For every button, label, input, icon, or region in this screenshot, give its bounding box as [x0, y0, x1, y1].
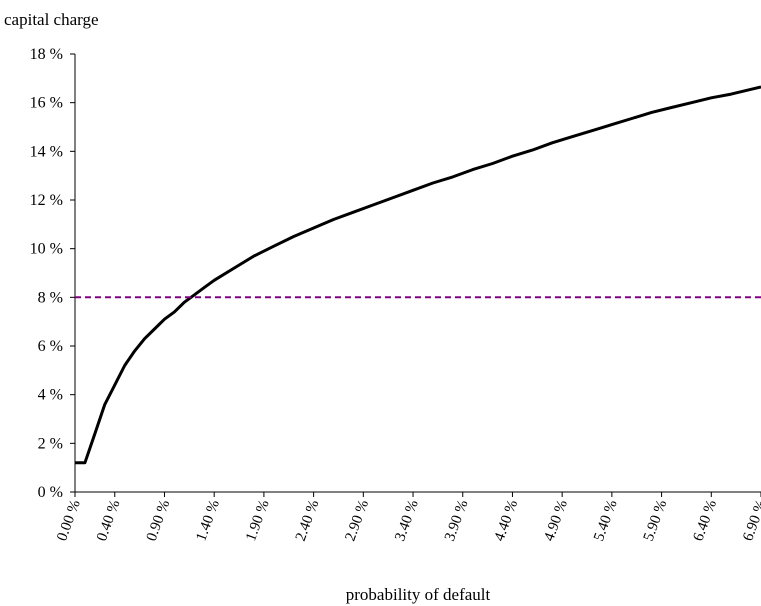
x-tick-label: 0.40 %	[94, 498, 124, 543]
x-tick-label: 5.40 %	[591, 498, 621, 543]
x-tick-label: 5.90 %	[641, 498, 671, 543]
y-tick-label: 18 %	[30, 46, 63, 63]
x-tick-label: 0.00 %	[54, 498, 84, 543]
x-tick-label: 4.40 %	[492, 498, 522, 543]
y-tick-label: 16 %	[30, 95, 63, 112]
x-tick-label: 0.90 %	[144, 498, 174, 543]
x-tick-label: 4.90 %	[541, 498, 571, 543]
y-tick-label: 0 %	[38, 484, 63, 501]
y-tick-label: 8 %	[38, 289, 63, 306]
capital-charge-line	[75, 85, 761, 465]
x-tick-label: 6.40 %	[690, 498, 720, 543]
x-tick-label: 1.90 %	[243, 498, 273, 543]
x-tick-label: 2.90 %	[343, 498, 373, 543]
y-tick-label: 10 %	[30, 241, 63, 258]
x-tick-label: 3.90 %	[442, 498, 472, 543]
y-tick-label: 6 %	[38, 338, 63, 355]
y-tick-label: 14 %	[30, 143, 63, 160]
x-tick-label: 3.40 %	[392, 498, 422, 543]
y-tick-label: 2 %	[38, 435, 63, 452]
y-axis-title: capital charge	[4, 10, 99, 29]
y-tick-label: 12 %	[30, 192, 63, 209]
x-tick-label: 2.40 %	[293, 498, 323, 543]
x-axis-title: probability of default	[346, 585, 491, 604]
y-tick-label: 4 %	[38, 387, 63, 404]
x-tick-label: 1.40 %	[193, 498, 223, 543]
x-tick-label: 6.90 %	[740, 498, 761, 543]
